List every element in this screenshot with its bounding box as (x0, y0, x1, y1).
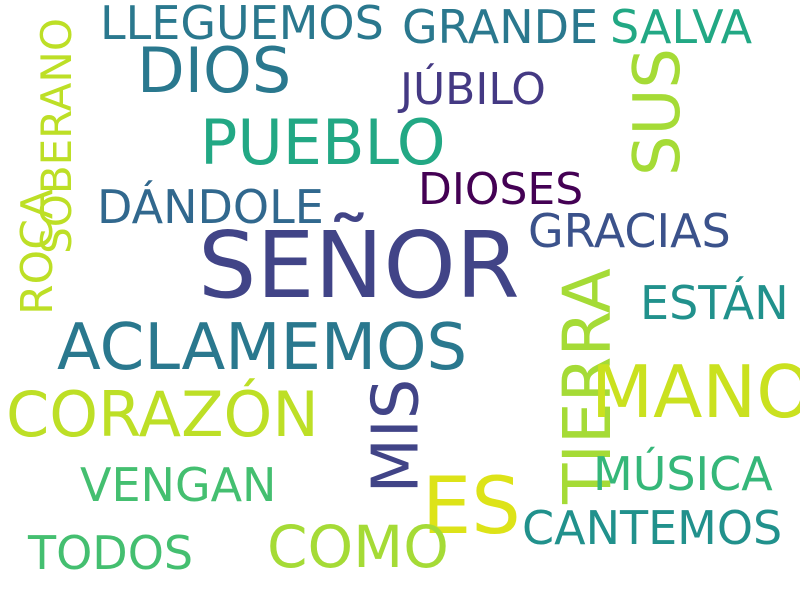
word-es: ES (422, 462, 521, 552)
word-gracias: GRACIAS (528, 204, 731, 258)
word-sus: SUS (621, 47, 696, 177)
word-estan: ESTÁN (640, 276, 789, 330)
word-mano: MANO (591, 350, 800, 434)
word-salva: SALVA (610, 0, 753, 54)
word-vengan: VENGAN (80, 458, 277, 512)
word-como: COMO (267, 513, 449, 581)
word-pueblo: PUEBLO (200, 106, 446, 179)
word-dios: DIOS (137, 34, 292, 107)
word-lleguemos: LLEGUEMOS (100, 0, 384, 50)
word-todos: TODOS (28, 526, 194, 580)
word-dioses: DIOSES (418, 164, 584, 215)
word-corazon: CORAZÓN (6, 378, 319, 451)
word-mis: MIS (359, 378, 434, 494)
word-musica: MÚSICA (593, 447, 773, 501)
word-jubilo: JÚBILO (400, 64, 546, 115)
word-senor: SEÑOR (198, 212, 520, 319)
word-dandole: DÁNDOLE (97, 180, 324, 234)
word-aclamemos: ACLAMEMOS (57, 311, 468, 385)
word-cantemos: CANTEMOS (522, 501, 783, 555)
word-roca: ROCA (12, 188, 64, 316)
word-grande: GRANDE (402, 0, 599, 54)
